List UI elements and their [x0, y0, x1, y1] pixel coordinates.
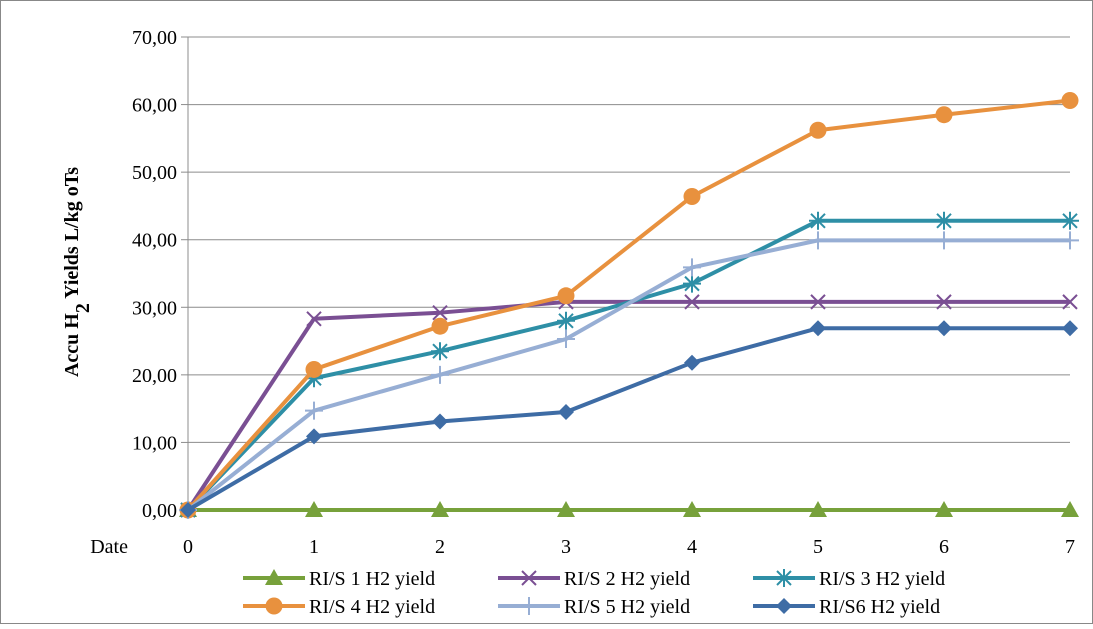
legend-marker	[520, 597, 538, 615]
series-line	[186, 238, 1070, 512]
tick-labels: 0,00 10,00 20,00 30,00 40,00 50,00 60,00 70,00 0…	[132, 27, 1075, 558]
data-point-triangle	[431, 501, 449, 517]
x-tick-label: 1	[309, 536, 319, 558]
data-point-asterisk	[683, 274, 701, 293]
data-point-plus	[557, 330, 575, 349]
data-point-diamond	[684, 354, 700, 371]
legend-item: RI/S6 H2 yield	[753, 596, 940, 618]
y-tick-label: 20,00	[132, 365, 177, 387]
legend-label: RI/S 3 H2 yield	[819, 568, 945, 590]
data-point-circle	[557, 287, 575, 305]
data-point-asterisk	[935, 211, 953, 230]
data-point-plus	[683, 258, 701, 277]
data-point-plus	[809, 231, 827, 250]
data-point-triangle	[683, 501, 701, 517]
data-point-diamond	[306, 428, 322, 445]
data-point-triangle	[1061, 501, 1079, 517]
data-point-triangle	[305, 501, 323, 517]
y-tick-label: 50,00	[132, 162, 177, 184]
data-point-asterisk	[809, 211, 827, 230]
data-point-diamond	[180, 502, 196, 518]
legend-label: RI/S 5 H2 yield	[564, 596, 690, 618]
y-tick-label: 0,00	[142, 500, 177, 522]
data-point-asterisk	[305, 369, 323, 388]
data-point-circle	[1061, 92, 1079, 110]
data-point-x	[306, 311, 322, 327]
data-point-diamond	[810, 320, 826, 337]
legend-item: RI/S 3 H2 yield	[753, 568, 945, 590]
data-point-asterisk	[1061, 211, 1079, 230]
x-tick-label: 6	[939, 536, 949, 558]
data-point-triangle	[557, 501, 575, 517]
data-point-x	[810, 294, 826, 310]
x-tick-label: 5	[813, 536, 823, 558]
series-6	[180, 320, 1078, 518]
x-tick-label: 2	[435, 536, 445, 558]
x-tick-label: 4	[687, 536, 697, 558]
legend-label: RI/S6 H2 yield	[819, 596, 940, 618]
y-tick-label: 70,00	[132, 27, 177, 49]
data-point-diamond	[936, 320, 952, 337]
legend-marker	[265, 597, 283, 615]
x-tick-label: 7	[1065, 536, 1075, 558]
data-point-circle	[683, 187, 701, 205]
data-point-x	[1062, 294, 1078, 310]
series-1	[179, 501, 1079, 517]
legend-marker	[521, 570, 537, 586]
data-point-plus	[431, 365, 449, 384]
data-point-triangle	[935, 501, 953, 517]
x-tick-label: 3	[561, 536, 571, 558]
data-point-asterisk	[431, 342, 449, 361]
y-tick-label: 10,00	[132, 432, 177, 454]
y-tick-label: 40,00	[132, 230, 177, 252]
legend-label: RI/S 2 H2 yield	[564, 568, 690, 590]
data-point-circle	[431, 317, 449, 335]
data-point-x	[936, 294, 952, 310]
data-point-circle	[305, 360, 323, 378]
legend-label: RI/S 1 H2 yield	[309, 568, 435, 590]
legend: RI/S 1 H2 yield RI/S 2 H2 yield RI/S 3 H2 …	[243, 568, 945, 618]
series-line	[186, 98, 1071, 512]
x-tick-label: 0	[183, 536, 193, 558]
data-point-plus	[305, 401, 323, 420]
y-tick-label: 60,00	[132, 95, 177, 117]
legend-label: RI/S 4 H2 yield	[309, 596, 435, 618]
legend-item: RI/S 2 H2 yield	[498, 568, 690, 590]
legend-item: RI/S 4 H2 yield	[243, 596, 435, 618]
data-point-plus	[1061, 231, 1079, 250]
y-axis-title: Accu H2 Yields L/kg oTs	[61, 167, 94, 377]
data-point-diamond	[558, 404, 574, 421]
data-point-x	[432, 304, 448, 321]
data-point-diamond	[432, 413, 448, 430]
data-point-asterisk	[557, 311, 575, 330]
legend-marker	[265, 569, 283, 585]
data-point-diamond	[1062, 320, 1078, 337]
legend-marker	[775, 569, 793, 587]
data-point-triangle	[809, 501, 827, 517]
legend-item: RI/S 1 H2 yield	[243, 568, 435, 590]
legend-marker	[776, 598, 792, 614]
x-axis-title: Date	[90, 536, 128, 558]
data-point-circle	[935, 106, 953, 124]
series-line	[186, 326, 1070, 512]
legend-item: RI/S 5 H2 yield	[498, 596, 690, 618]
data-point-plus	[935, 231, 953, 250]
data-point-circle	[809, 121, 827, 139]
series-layer	[179, 92, 1079, 519]
y-tick-label: 30,00	[132, 297, 177, 319]
data-point-x	[684, 294, 700, 310]
